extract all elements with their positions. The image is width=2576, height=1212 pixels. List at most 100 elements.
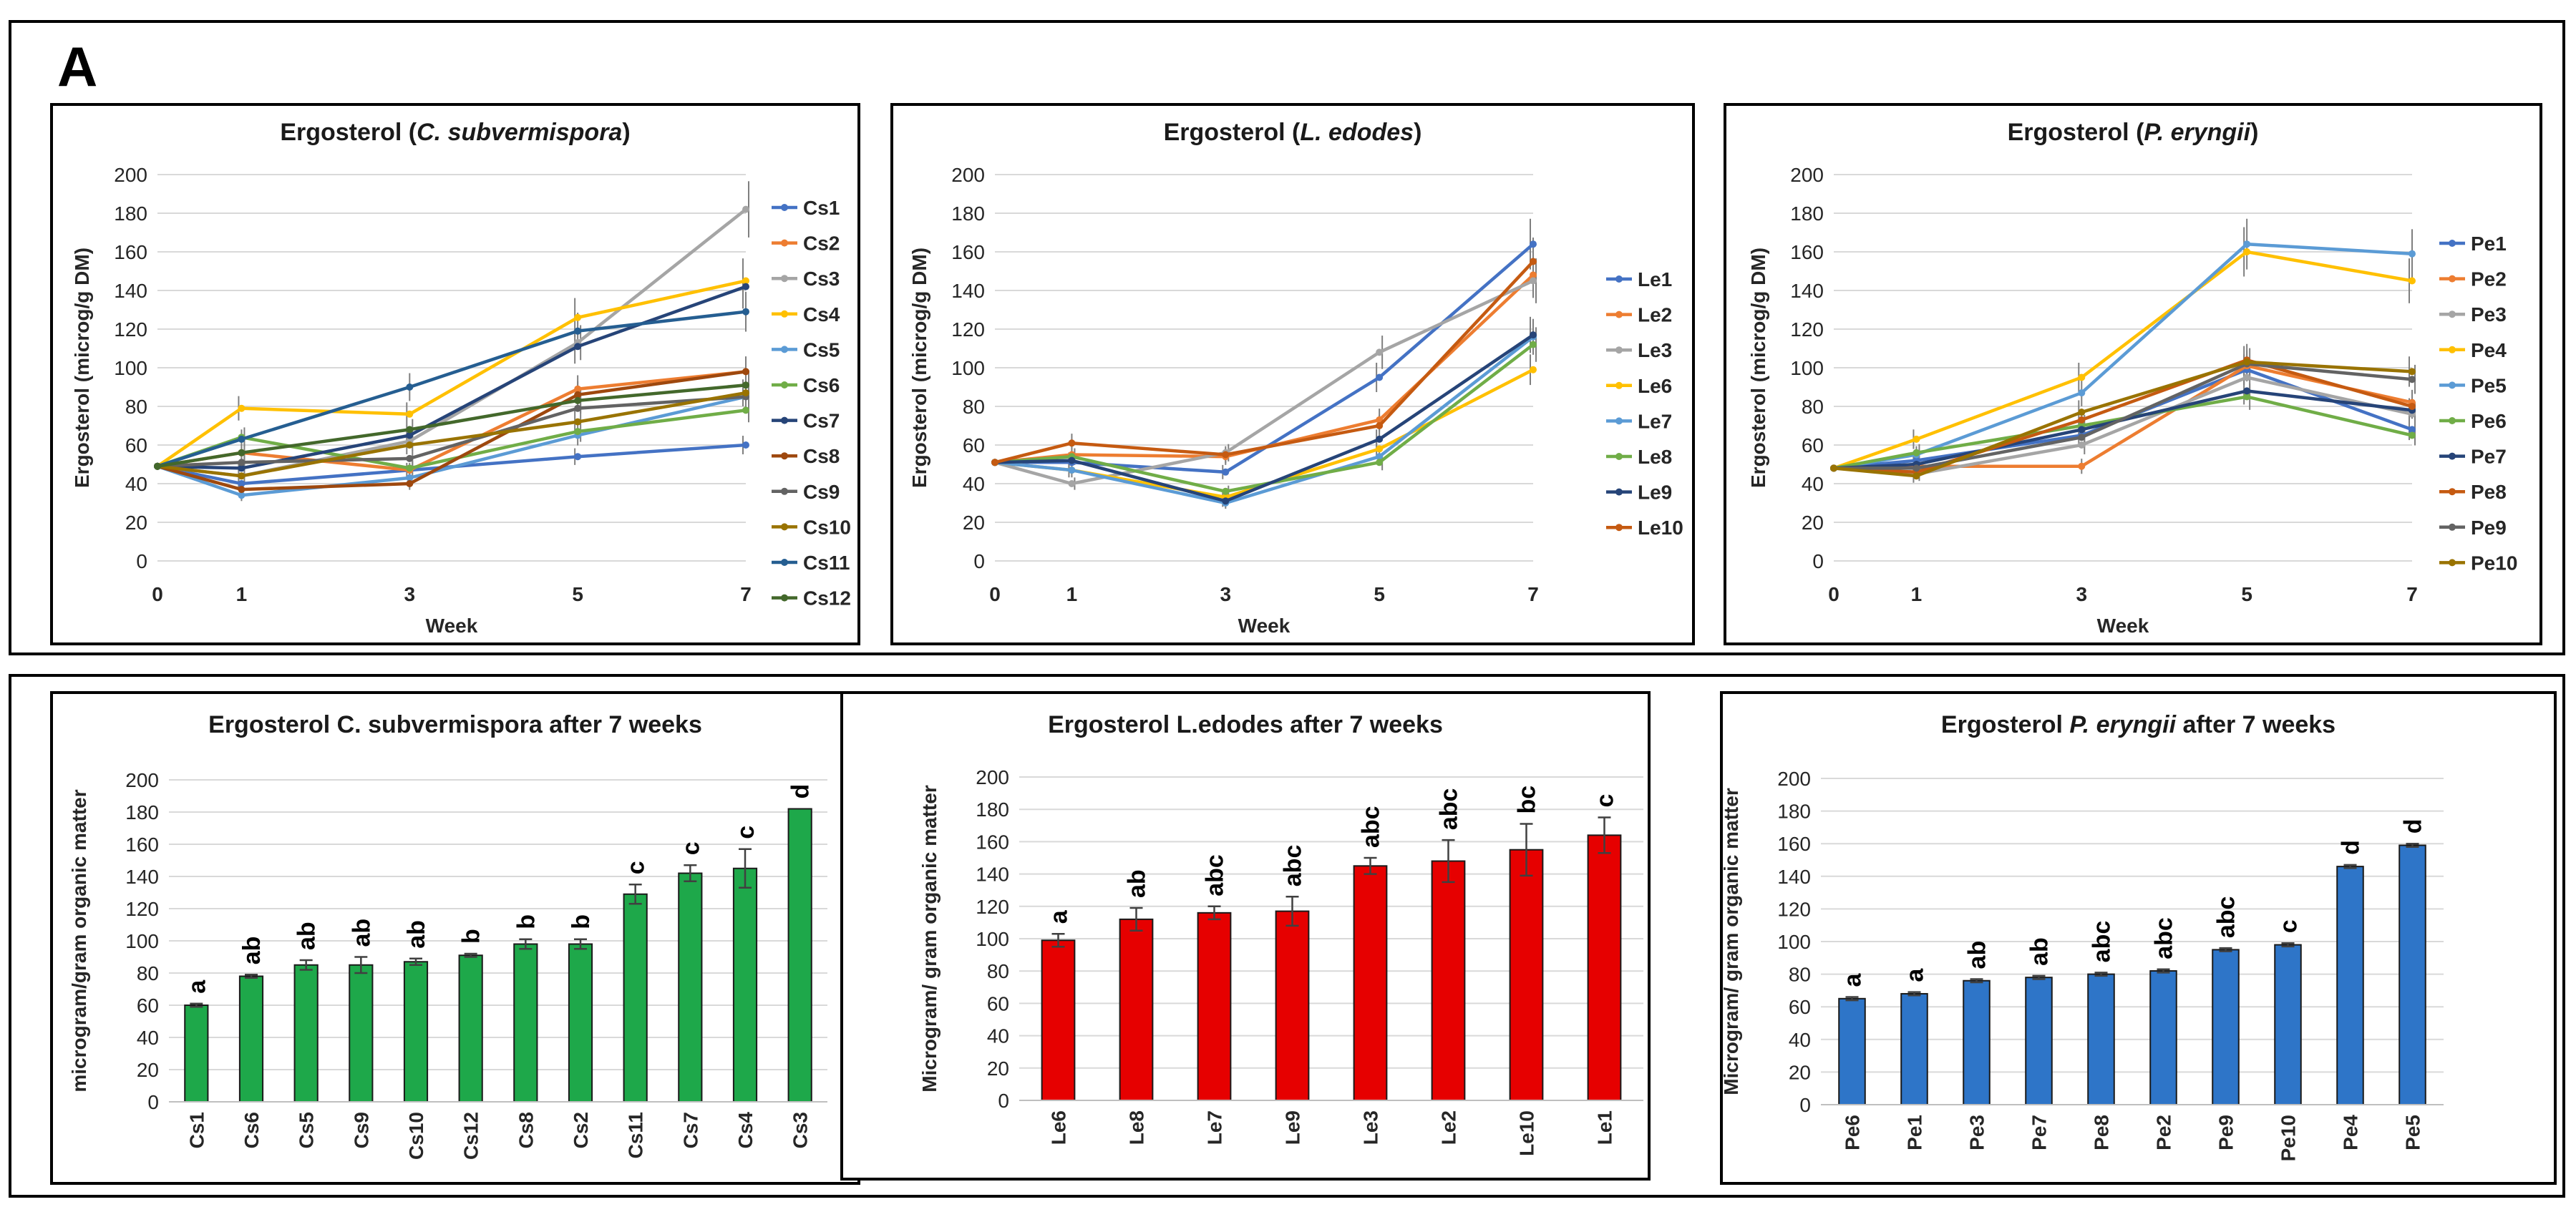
data-point: [1530, 271, 1537, 279]
legend-marker: [781, 559, 788, 566]
bar: [1197, 912, 1232, 1101]
data-point: [2409, 376, 2416, 383]
data-point: [574, 327, 582, 335]
legend-label: Le6: [1638, 375, 1672, 397]
data-point: [742, 205, 749, 213]
legend-label: Le2: [1638, 304, 1672, 326]
chart-frame: [890, 103, 1695, 645]
legend-marker: [2449, 346, 2456, 353]
legend-label: Cs8: [803, 445, 840, 467]
legend-marker: [781, 594, 788, 602]
x-tick-label: Pe10: [2278, 1115, 2300, 1161]
bar: [1587, 834, 1622, 1101]
legend-marker: [781, 452, 788, 460]
y-tick-label: 100: [114, 357, 147, 379]
bar: [1275, 910, 1310, 1101]
significance-letter: c: [677, 841, 704, 855]
chart-title-prefix: Ergosterol (: [2008, 119, 2144, 146]
data-point: [574, 313, 582, 321]
data-point: [742, 277, 749, 285]
data-point: [2078, 389, 2086, 397]
y-tick-label: 120: [114, 318, 147, 341]
legend-marker: [781, 239, 788, 247]
x-tick-label: Cs10: [405, 1112, 427, 1160]
chart-title: Ergosterol C. subvermispora after 7 week…: [208, 711, 702, 738]
data-point: [2409, 426, 2416, 434]
line-chart-c-subvermispora: Ergosterol (C. subvermispora)02040608010…: [50, 103, 860, 645]
data-point: [238, 435, 246, 443]
data-point: [1068, 466, 1076, 474]
y-tick-label: 40: [1789, 1029, 1811, 1051]
data-point: [742, 308, 749, 316]
y-tick-label: 120: [1790, 318, 1824, 341]
legend-marker: [1615, 417, 1623, 425]
data-point: [2078, 373, 2086, 381]
chart-title-prefix: Ergosterol (: [1164, 119, 1301, 146]
data-point: [406, 410, 414, 418]
data-point: [2243, 248, 2251, 255]
data-point: [2078, 462, 2086, 470]
bar: [513, 943, 538, 1103]
x-tick-label: 1: [1066, 583, 1078, 605]
x-tick-label: Pe2: [2153, 1115, 2175, 1150]
data-point: [742, 441, 749, 449]
bar: [1431, 860, 1466, 1102]
legend-label: Pe7: [2471, 446, 2507, 468]
legend-label: Le1: [1638, 268, 1672, 290]
data-point: [991, 459, 998, 466]
section-a-frame: [9, 20, 2565, 655]
y-tick-label: 100: [1777, 931, 1811, 953]
data-point: [406, 474, 414, 482]
x-tick-label: Cs2: [570, 1112, 592, 1148]
data-point: [1530, 277, 1537, 285]
y-tick-label: 100: [1790, 357, 1824, 379]
data-point: [1222, 468, 1230, 476]
y-tick-label: 80: [1789, 964, 1811, 986]
y-tick-label: 60: [1802, 434, 1824, 456]
significance-letter: ab: [238, 937, 266, 965]
legend-marker: [781, 416, 788, 424]
data-point: [2243, 240, 2251, 248]
data-point: [2409, 431, 2416, 439]
data-point: [406, 383, 414, 391]
y-tick-label: 160: [1777, 833, 1811, 855]
y-tick-label: 100: [125, 930, 159, 952]
x-tick-label: 0: [152, 583, 163, 605]
y-tick-label: 200: [114, 164, 147, 186]
data-point: [1376, 435, 1384, 443]
y-tick-label: 140: [1777, 866, 1811, 888]
bar-chart-l-edodes: Ergosterol L.edodes after 7 weeks 0 20 40 60…: [840, 691, 1651, 1181]
data-point: [1068, 456, 1076, 464]
legend-label: Cs5: [803, 338, 840, 361]
chart-title: Ergosterol (C. subvermispora): [280, 119, 630, 146]
y-tick-label: 180: [1777, 801, 1811, 823]
x-tick-label: Cs3: [789, 1112, 812, 1148]
chart-title-prefix: Ergosterol L.edodes after 7 weeks: [1048, 711, 1443, 738]
y-tick-label: 60: [137, 994, 159, 1017]
data-point: [154, 462, 161, 470]
bar: [1509, 849, 1544, 1101]
y-tick-label: 60: [987, 992, 1009, 1015]
x-tick-label: 1: [1911, 583, 1923, 605]
data-point: [1530, 240, 1537, 248]
y-axis-title: Ergosterol (microg/g DM): [1747, 248, 1769, 488]
legend-marker: [781, 204, 788, 211]
bar: [623, 893, 648, 1103]
section-b-frame: [9, 674, 2565, 1198]
bar: [2336, 866, 2364, 1105]
x-tick-label: Cs4: [734, 1112, 757, 1149]
x-tick-label: Cs8: [515, 1112, 537, 1148]
x-tick-label: Le3: [1360, 1110, 1382, 1145]
x-tick-label: Cs5: [296, 1112, 318, 1148]
bar: [2212, 949, 2240, 1106]
data-point: [1530, 366, 1537, 373]
legend-label: Pe2: [2471, 268, 2507, 290]
data-point: [238, 472, 246, 480]
y-tick-label: 60: [1789, 996, 1811, 1018]
data-point: [1376, 348, 1384, 356]
x-tick-label: 0: [989, 583, 1001, 605]
x-tick-label: 5: [2241, 583, 2252, 605]
x-tick-label: Cs7: [679, 1112, 701, 1148]
legend-marker: [781, 381, 788, 388]
